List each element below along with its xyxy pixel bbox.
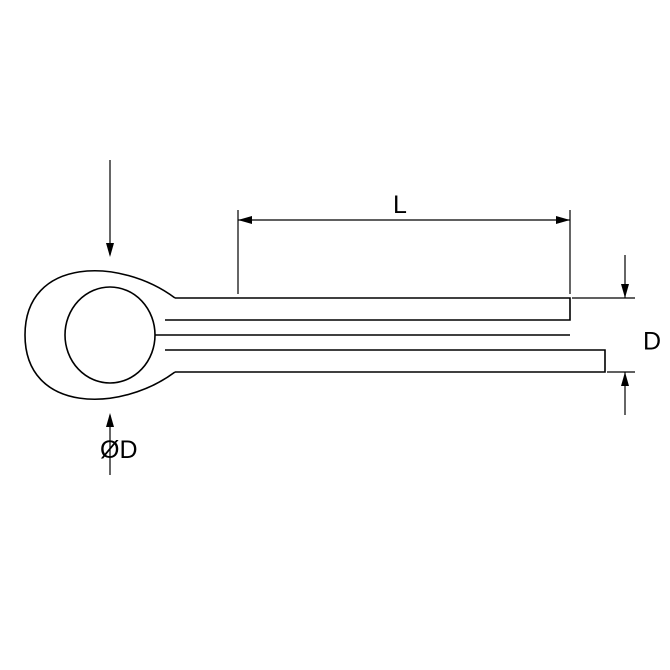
dim-diaD: ØD [100, 160, 138, 475]
dim-D: D [572, 255, 661, 415]
dim-diaD-arrow-top [106, 243, 114, 257]
dim-L-arrow-left [238, 216, 252, 224]
dim-L-arrow-right [556, 216, 570, 224]
cotter-pin-diagram: L D ØD [0, 0, 670, 670]
dim-diaD-label: ØD [100, 436, 138, 464]
dim-diaD-arrow-bot [106, 413, 114, 427]
eye-outer [25, 271, 175, 399]
dimensions: L D ØD [100, 160, 661, 475]
dim-L-label: L [393, 191, 407, 219]
dim-D-label: D [643, 328, 661, 356]
top-prong [165, 298, 570, 320]
dim-D-arrow-bot [621, 372, 629, 386]
dim-D-arrow-top [621, 284, 629, 298]
eye-inner [65, 287, 155, 383]
pin-body [25, 271, 605, 399]
dim-L: L [238, 191, 570, 294]
bot-prong [165, 350, 605, 372]
